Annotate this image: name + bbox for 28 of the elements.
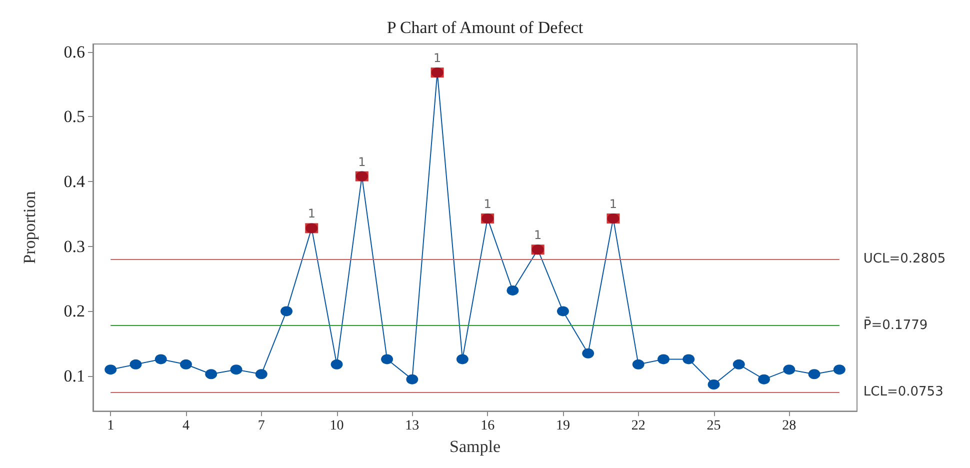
x-tick-label: 10: [330, 418, 344, 434]
y-tick-label: 0.1: [64, 366, 85, 386]
x-tick-label: 7: [258, 418, 265, 434]
x-tick-label: 25: [706, 418, 721, 434]
x-tick-label: 1: [107, 418, 114, 434]
y-tick-label: 0.3: [64, 236, 85, 256]
y-axis-title: Proportion: [20, 190, 39, 264]
x-tick-label: 16: [480, 418, 495, 434]
y-tick-label: 0.6: [64, 42, 85, 62]
y-tick-label: 0.4: [64, 172, 86, 191]
annotation: 1: [358, 154, 366, 169]
annotation: 1: [308, 206, 316, 221]
x-tick-label: 22: [631, 418, 646, 434]
y-tick-label: 0.2: [64, 302, 85, 321]
x-axis-title: Sample: [450, 437, 500, 456]
chart-title: P Chart of Amount of Defect: [386, 18, 584, 37]
ref-line-label: UCL=0.2805: [863, 252, 946, 267]
ref-line-label: P̄=0.1779: [863, 316, 928, 334]
ref-line-label: LCL=0.0753: [863, 384, 944, 400]
x-tick-label: 28: [782, 418, 796, 434]
x-tick-label: 19: [556, 418, 570, 434]
y-tick-label: 0.5: [64, 107, 85, 126]
annotation: 1: [484, 196, 492, 211]
annotation: 1: [433, 51, 442, 66]
x-tick-label: 4: [182, 418, 190, 434]
annotation: 1: [534, 228, 542, 242]
x-tick-label: 13: [405, 418, 420, 434]
annotation: 1: [609, 196, 618, 211]
